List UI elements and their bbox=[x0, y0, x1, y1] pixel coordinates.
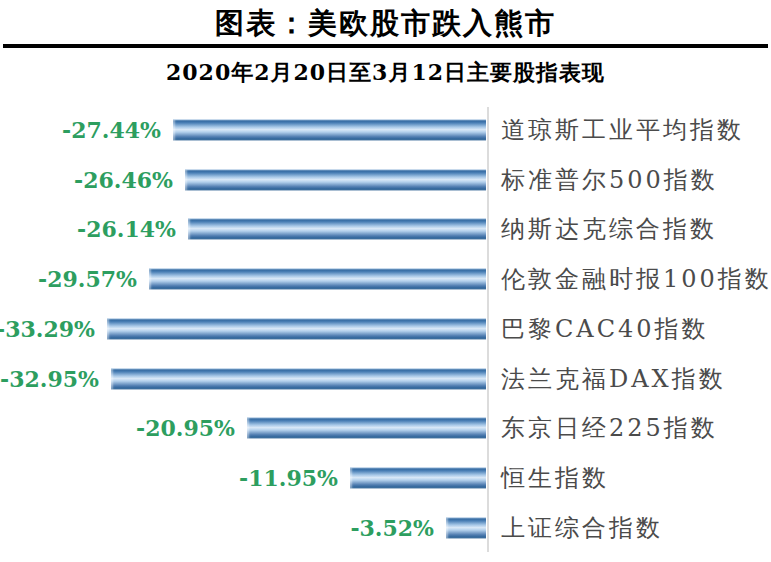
bar-value-label: -29.57% bbox=[38, 266, 137, 292]
chart-row: -27.44% 道琼斯工业平均指数 bbox=[0, 105, 771, 155]
bar-value-label: -26.14% bbox=[77, 216, 176, 242]
bar bbox=[350, 467, 486, 488]
bar bbox=[185, 169, 486, 190]
title-divider bbox=[3, 44, 768, 48]
chart-row: -29.57% 伦敦金融时报100指数 bbox=[0, 254, 771, 304]
index-name-label: 巴黎CAC40指数 bbox=[501, 313, 709, 345]
chart-row: -33.29% 巴黎CAC40指数 bbox=[0, 304, 771, 354]
bar bbox=[247, 418, 486, 439]
bar-value-label: -26.46% bbox=[74, 167, 173, 193]
index-name-label: 上证综合指数 bbox=[501, 512, 663, 544]
index-name-label: 恒生指数 bbox=[501, 462, 609, 494]
chart-row: -26.46% 标准普尔500指数 bbox=[0, 155, 771, 205]
chart-row: -26.14% 纳斯达克综合指数 bbox=[0, 204, 771, 254]
bar-value-label: -27.44% bbox=[62, 117, 161, 143]
chart-page: 图表：美欧股市跌入熊市 2020年2月20日至3月12日主要股指表现 -27.4… bbox=[0, 0, 771, 562]
bar bbox=[446, 517, 486, 538]
chart-row: -32.95% 法兰克福DAX指数 bbox=[0, 354, 771, 404]
bar bbox=[173, 120, 486, 141]
bar-value-label: -3.52% bbox=[350, 515, 434, 541]
bar-value-label: -11.95% bbox=[239, 465, 338, 491]
index-name-label: 道琼斯工业平均指数 bbox=[501, 114, 744, 146]
index-name-label: 东京日经225指数 bbox=[501, 412, 718, 444]
index-name-label: 标准普尔500指数 bbox=[501, 164, 718, 196]
bar bbox=[149, 269, 486, 290]
chart-subtitle: 2020年2月20日至3月12日主要股指表现 bbox=[0, 58, 771, 88]
index-name-label: 伦敦金融时报100指数 bbox=[501, 263, 771, 295]
chart-row: -11.95% 恒生指数 bbox=[0, 453, 771, 503]
bar-value-label: -20.95% bbox=[136, 415, 235, 441]
bar-value-label: -32.95% bbox=[0, 366, 99, 392]
page-title: 图表：美欧股市跌入熊市 bbox=[0, 4, 771, 44]
bar bbox=[111, 368, 486, 389]
bar bbox=[188, 219, 486, 240]
bar-chart: -27.44% 道琼斯工业平均指数 -26.46% 标准普尔500指数 -26.14% 纳… bbox=[0, 105, 771, 552]
index-name-label: 法兰克福DAX指数 bbox=[501, 363, 726, 395]
bar bbox=[107, 318, 486, 339]
bar-value-label: -33.29% bbox=[0, 316, 95, 342]
chart-row: -20.95% 东京日经225指数 bbox=[0, 403, 771, 453]
index-name-label: 纳斯达克综合指数 bbox=[501, 213, 717, 245]
chart-row: -3.52% 上证综合指数 bbox=[0, 503, 771, 553]
